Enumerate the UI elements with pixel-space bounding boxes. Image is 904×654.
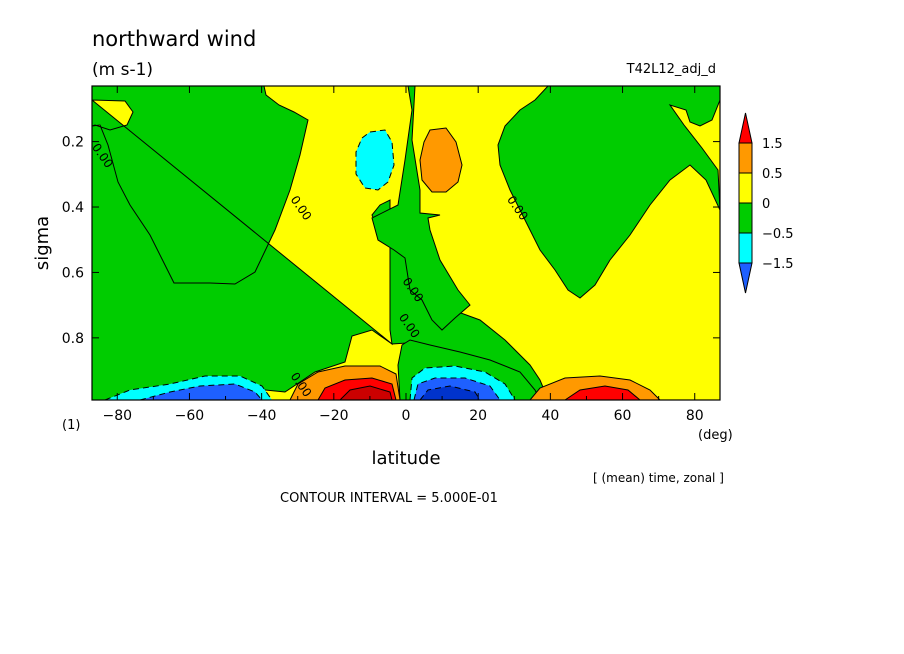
x-unit-note: (deg): [698, 428, 733, 443]
x-tick-label: 40: [541, 408, 559, 424]
y-axis-label: sigma: [32, 216, 53, 270]
run-name: T42L12_adj_d: [626, 62, 716, 77]
colorbar-segment: [738, 172, 753, 204]
x-tick-label: 80: [686, 408, 704, 424]
colorbar-segment: [738, 202, 753, 234]
y-unit-note: (1): [62, 418, 80, 433]
chart-title: northward wind: [92, 27, 256, 51]
x-tick-label: 60: [614, 408, 632, 424]
colorbar-label: 1.5: [762, 137, 783, 152]
y-axis: 0.2 0.4 0.6 0.8: [62, 135, 720, 347]
cell-sh-blue: [139, 383, 263, 400]
x-tick-label: −20: [319, 408, 349, 424]
colorbar: 1.5 0.5 0 −0.5 −1.5: [738, 112, 794, 294]
averaging-note: [ (mean) time, zonal ]: [593, 471, 724, 485]
x-tick-label: −80: [102, 408, 132, 424]
y-tick-label: 0.2: [62, 135, 84, 151]
cell-nh-red: [564, 385, 641, 400]
plot-area: [92, 86, 720, 400]
x-tick-label: 20: [469, 408, 487, 424]
chart-units: (m s-1): [92, 60, 153, 80]
colorbar-label: −1.5: [762, 257, 794, 272]
y-tick-label: 0.4: [62, 200, 84, 216]
colorbar-label: 0: [762, 197, 770, 212]
x-tick-label: 0: [402, 408, 411, 424]
y-tick-label: 0.8: [62, 331, 84, 347]
cell-equator-blue-core: [419, 385, 481, 400]
colorbar-segment: [738, 232, 753, 264]
colorbar-segment: [738, 142, 753, 174]
x-axis: −80 −60 −40 −20 0 20 40 60 80: [102, 86, 704, 424]
cell-tropical-red-core: [339, 385, 393, 400]
x-tick-label: −60: [175, 408, 205, 424]
colorbar-label: 0.5: [762, 167, 783, 182]
colorbar-label: −0.5: [762, 227, 794, 242]
colorbar-bottom-arrow: [738, 262, 753, 294]
x-tick-label: −40: [247, 408, 277, 424]
region-nh-midlat-negative: [497, 86, 720, 299]
y-tick-label: 0.6: [62, 265, 84, 281]
region-upper-orange: [419, 127, 463, 193]
contour-interval-note: CONTOUR INTERVAL = 5.000E-01: [280, 491, 498, 506]
region-equatorial-wedge: [371, 86, 471, 331]
colorbar-top-arrow: [738, 112, 753, 144]
x-axis-label: latitude: [371, 448, 440, 469]
region-upper-cyan: [355, 129, 395, 191]
